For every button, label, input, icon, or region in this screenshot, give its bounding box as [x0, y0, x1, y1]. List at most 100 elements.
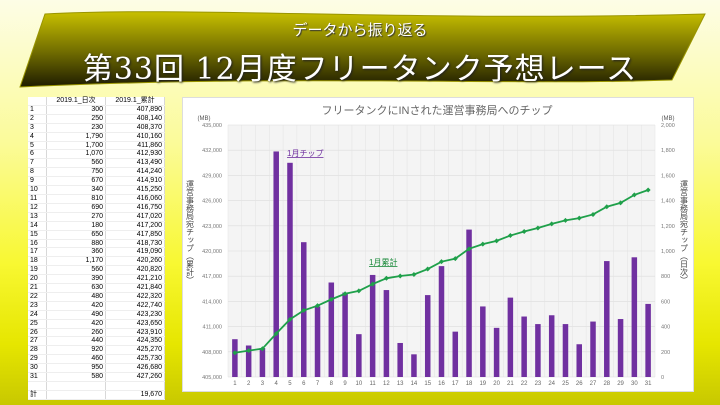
blank-cell [28, 381, 47, 391]
bar [383, 290, 390, 377]
daily-cell: 250 [46, 114, 106, 124]
daily-cell: 750 [46, 167, 106, 178]
day-cell: 25 [28, 319, 47, 329]
day-cell: 20 [28, 274, 47, 285]
table-row: 4 1,790 410,160 [28, 132, 165, 142]
day-cell: 2 [28, 114, 47, 124]
right-tick-label: 400 [661, 325, 670, 331]
right-tick-label: 600 [661, 299, 670, 305]
x-tick-label: 9 [343, 381, 347, 387]
bar [438, 266, 445, 377]
cumulative-cell: 412,930 [105, 149, 165, 160]
cumulative-cell: 422,740 [105, 301, 165, 311]
cumulative-cell: 417,200 [105, 221, 165, 231]
x-tick-label: 28 [603, 381, 610, 387]
left-axis-unit: (MB) [198, 116, 211, 122]
table-row: 23 420 422,740 [28, 301, 165, 311]
day-cell: 3 [28, 123, 47, 133]
day-cell: 1 [28, 105, 47, 115]
left-tick-label: 432,000 [202, 148, 222, 154]
x-tick-label: 11 [370, 381, 377, 387]
day-cell: 26 [28, 328, 47, 338]
table-row: 25 420 423,650 [28, 319, 165, 329]
daily-cell: 270 [46, 212, 106, 222]
column-header: 2019.1_累計 [105, 97, 165, 106]
right-tick-label: 1,400 [661, 199, 675, 205]
title-banner [19, 11, 706, 88]
day-cell: 31 [28, 372, 47, 382]
cumulative-cell: 410,160 [105, 132, 165, 142]
daily-cell: 560 [46, 265, 106, 276]
day-cell: 12 [28, 203, 47, 213]
table-row: 10 340 415,250 [28, 185, 165, 195]
daily-cell: 360 [46, 247, 106, 258]
right-tick-label: 800 [661, 274, 670, 280]
x-tick-label: 24 [548, 381, 555, 387]
bar [548, 315, 555, 377]
table-row: 28 920 425,270 [28, 345, 165, 356]
data-table: 2019.1_日次 2019.1_累計 1 300 407,890 2 250 408,1… [28, 97, 165, 400]
bar [631, 257, 638, 377]
day-cell: 16 [28, 239, 47, 249]
line-point [411, 272, 417, 278]
line-point [273, 331, 279, 337]
day-cell: 17 [28, 247, 47, 258]
daily-cell: 630 [46, 283, 106, 293]
daily-cell: 460 [46, 354, 106, 365]
table-row: 3 230 408,370 [28, 123, 165, 133]
banner-subtitle: データから振り返る [292, 21, 428, 39]
day-cell: 19 [28, 265, 47, 276]
day-cell: 8 [28, 167, 47, 178]
daily-cell: 230 [46, 123, 106, 133]
daily-cell: 1,700 [46, 141, 106, 151]
x-tick-label: 13 [397, 381, 404, 387]
line-point [466, 246, 472, 252]
day-cell: 27 [28, 336, 47, 347]
cumulative-cell: 426,680 [105, 363, 165, 374]
table-row: 29 460 425,730 [28, 354, 165, 365]
cumulative-cell: 427,260 [105, 372, 165, 382]
line-point [549, 221, 555, 227]
line-point [232, 350, 238, 356]
column-header: 2019.1_日次 [46, 97, 106, 106]
daily-cell: 420 [46, 319, 106, 329]
left-tick-label: 417,000 [202, 274, 222, 280]
x-tick-label: 10 [356, 381, 363, 387]
x-tick-label: 26 [576, 381, 583, 387]
table-row: 2 250 408,140 [28, 114, 165, 124]
bar [521, 316, 527, 377]
table-row: 19 560 420,820 [28, 265, 165, 276]
blank-cell [46, 390, 106, 400]
right-tick-label: 1,000 [661, 249, 675, 255]
table-row: 15 650 417,850 [28, 230, 165, 240]
bar [617, 319, 624, 377]
right-axis-label: 運営事務局宛チップ（日次） [680, 180, 689, 284]
total-value: 19,670 [105, 390, 165, 400]
line-point [356, 288, 362, 294]
line-point [246, 348, 252, 354]
bar [397, 342, 403, 377]
day-cell: 6 [28, 149, 47, 160]
x-tick-label: 17 [452, 381, 459, 387]
table-row: 27 440 424,350 [28, 336, 165, 347]
right-tick-label: 0 [661, 375, 664, 381]
x-tick-label: 7 [316, 381, 320, 387]
x-tick-label: 22 [521, 381, 528, 387]
left-tick-label: 408,000 [202, 350, 222, 356]
x-tick-label: 18 [466, 381, 473, 387]
right-tick-label: 1,600 [661, 173, 675, 179]
table-row: 24 490 423,230 [28, 310, 165, 320]
bar [493, 327, 500, 377]
daily-cell: 670 [46, 176, 106, 187]
bar [424, 295, 431, 377]
cumulative-cell: 408,370 [105, 123, 165, 133]
banner-title: 第33回 12月度フリータンク予想レース [82, 52, 638, 87]
daily-cell: 650 [46, 230, 106, 240]
right-tick-label: 1,800 [661, 148, 675, 154]
left-tick-label: 435,000 [202, 123, 222, 129]
cumulative-cell: 411,860 [105, 141, 165, 151]
table-row: 20 390 421,210 [28, 274, 165, 285]
x-tick-label: 20 [493, 381, 500, 387]
line-point [287, 316, 293, 322]
